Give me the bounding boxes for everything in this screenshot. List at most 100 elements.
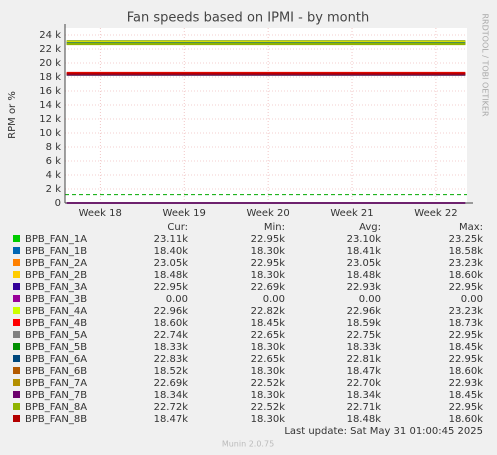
legend-label: BPB_FAN_5B [25, 342, 87, 353]
legend-stat: 18.73k [449, 318, 484, 329]
legend-stat: 0.00 [461, 294, 483, 305]
legend-label: BPB_FAN_7A [25, 378, 87, 389]
legend-stat: 22.69k [251, 282, 286, 293]
legend-swatch [13, 295, 20, 302]
legend-stat: 18.34k [347, 390, 382, 401]
legend-swatch [13, 271, 20, 278]
legend-stat: 0.00 [359, 294, 381, 305]
legend-swatch [13, 391, 20, 398]
legend-stat: 18.60k [449, 270, 484, 281]
legend-stat: 22.75k [347, 330, 382, 341]
legend-stat: 0.00 [263, 294, 285, 305]
legend-stat: 22.95k [154, 282, 189, 293]
legend-swatch [13, 379, 20, 386]
legend-label: BPB_FAN_8A [25, 402, 87, 413]
chart-title: Fan speeds based on IPMI - by month [127, 11, 369, 26]
legend-stat: 23.25k [449, 234, 484, 245]
legend-swatch [13, 283, 20, 290]
legend-stat: 22.52k [251, 378, 286, 389]
y-tick-label: 18 k [39, 72, 61, 83]
y-tick-label: 0 [55, 198, 61, 209]
legend-label: BPB_FAN_3A [25, 282, 87, 293]
legend-stat: 18.30k [251, 246, 286, 257]
legend-swatch [13, 355, 20, 362]
column-header: Avg: [359, 222, 381, 233]
legend-label: BPB_FAN_7B [25, 390, 87, 401]
legend-stat: 22.81k [347, 354, 382, 365]
legend-stat: 18.34k [154, 390, 189, 401]
y-tick-label: 8 k [46, 142, 62, 153]
legend-stat: 18.33k [154, 342, 189, 353]
x-tick-label: Week 19 [163, 208, 206, 219]
legend-stat: 22.95k [449, 354, 484, 365]
legend-stat: 22.95k [251, 258, 286, 269]
legend-stat: 18.60k [449, 366, 484, 377]
legend-stat: 18.48k [347, 414, 382, 425]
legend-swatch [13, 307, 20, 314]
legend-swatch [13, 403, 20, 410]
legend-stat: 22.82k [251, 306, 286, 317]
legend-stat: 18.60k [154, 318, 189, 329]
legend-stat: 22.83k [154, 354, 189, 365]
legend-label: BPB_FAN_6B [25, 366, 87, 377]
legend-stat: 23.23k [449, 306, 484, 317]
legend-stat: 18.59k [347, 318, 382, 329]
legend-stat: 22.65k [251, 330, 286, 341]
legend-stat: 18.45k [449, 342, 484, 353]
legend-stat: 18.48k [154, 270, 189, 281]
legend-stat: 22.74k [154, 330, 189, 341]
x-tick-label: Week 18 [79, 208, 122, 219]
legend-stat: 22.95k [449, 402, 484, 413]
legend-stat: 22.52k [251, 402, 286, 413]
legend-stat: 0.00 [166, 294, 188, 305]
legend-swatch [13, 367, 20, 374]
legend-stat: 22.93k [347, 282, 382, 293]
legend-stat: 22.65k [251, 354, 286, 365]
legend-label: BPB_FAN_5A [25, 330, 87, 341]
legend-stat: 23.05k [347, 258, 382, 269]
legend-label: BPB_FAN_6A [25, 354, 87, 365]
legend-stat: 22.69k [154, 378, 189, 389]
column-header: Cur: [167, 222, 188, 233]
legend-stat: 18.45k [251, 318, 286, 329]
legend-stat: 18.30k [251, 342, 286, 353]
x-tick-label: Week 20 [246, 208, 289, 219]
column-header: Min: [264, 222, 285, 233]
legend-stat: 18.47k [347, 366, 382, 377]
y-tick-label: 14 k [39, 100, 61, 111]
y-tick-label: 4 k [46, 170, 62, 181]
legend-label: BPB_FAN_1A [25, 234, 87, 245]
legend-label: BPB_FAN_2B [25, 270, 87, 281]
legend-swatch [13, 343, 20, 350]
side-label: RRDTOOL / TOBI OETIKER [481, 13, 490, 116]
legend-stat: 22.95k [251, 234, 286, 245]
legend-label: BPB_FAN_1B [25, 246, 87, 257]
legend-stat: 22.96k [347, 306, 382, 317]
legend-stat: 22.95k [449, 282, 484, 293]
legend-swatch [13, 415, 20, 422]
legend-stat: 18.45k [449, 390, 484, 401]
legend-stat: 23.10k [347, 234, 382, 245]
legend-stat: 18.40k [154, 246, 189, 257]
legend-stat: 22.95k [449, 330, 484, 341]
legend-swatch [13, 235, 20, 242]
version: Munin 2.0.75 [222, 440, 274, 449]
plot-area [65, 28, 467, 203]
x-tick-label: Week 22 [414, 208, 457, 219]
legend-swatch [13, 247, 20, 254]
legend-label: BPB_FAN_8B [25, 414, 87, 425]
legend-label: BPB_FAN_3B [25, 294, 87, 305]
legend-stat: 23.11k [154, 234, 189, 245]
legend-stat: 23.05k [154, 258, 189, 269]
legend-stat: 22.93k [449, 378, 484, 389]
legend-swatch [13, 331, 20, 338]
y-tick-label: 20 k [39, 58, 61, 69]
legend-stat: 22.70k [347, 378, 382, 389]
footer: Last update: Sat May 31 01:00:45 2025 [284, 426, 483, 437]
y-tick-label: 2 k [46, 184, 62, 195]
legend-stat: 18.41k [347, 246, 382, 257]
y-tick-label: 22 k [39, 44, 61, 55]
legend-label: BPB_FAN_4B [25, 318, 87, 329]
y-tick-label: 6 k [46, 156, 62, 167]
